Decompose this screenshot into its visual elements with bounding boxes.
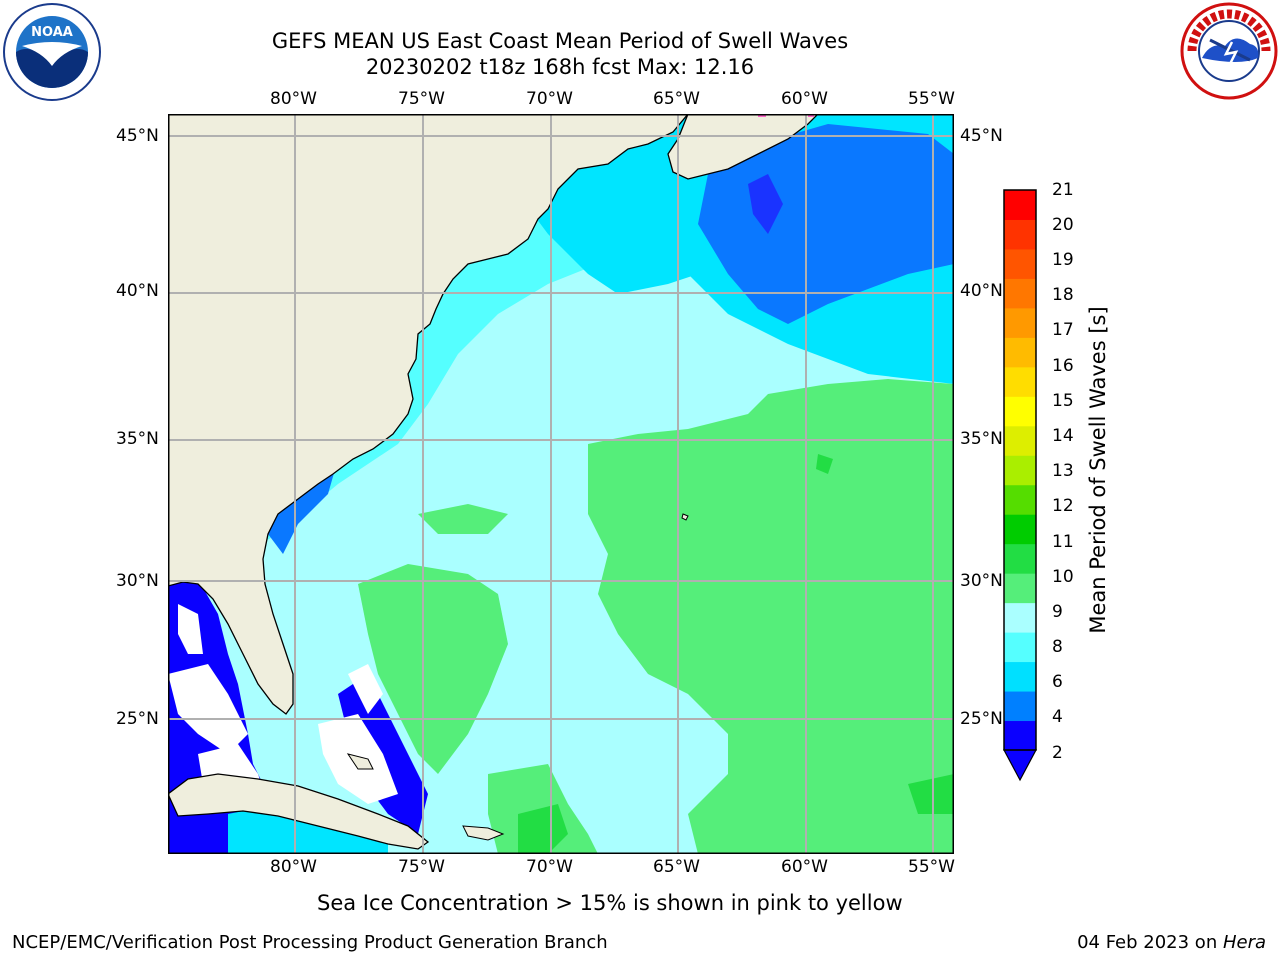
colorbar-box	[1004, 396, 1036, 427]
lon-label-bottom: 75°W	[398, 857, 445, 877]
colorbar-tick: 15	[1052, 391, 1074, 411]
noaa-logo: NOAA	[2, 2, 102, 102]
map-frame	[168, 114, 954, 854]
lon-label-top: 60°W	[781, 89, 828, 109]
lat-label-left: 25°N	[116, 709, 159, 729]
field-green-mid	[358, 564, 508, 774]
colorbar-box	[1004, 573, 1036, 604]
chart-subtitle: 20230202 t18z 168h fcst Max: 12.16	[365, 55, 755, 79]
nws-logo	[1180, 2, 1278, 100]
colorbar-tick: 13	[1052, 461, 1074, 481]
lat-label-right: 35°N	[960, 429, 1003, 449]
lat-label-left: 30°N	[116, 571, 159, 591]
colorbar-box	[1004, 307, 1036, 338]
colorbar	[1003, 189, 1037, 782]
field-blue-ne	[698, 124, 954, 324]
footer-machine: Hera	[1222, 932, 1266, 953]
lon-label-top: 65°W	[653, 89, 700, 109]
colorbar-box	[1004, 455, 1036, 486]
colorbar-box	[1004, 543, 1036, 574]
lon-label-top: 70°W	[526, 89, 573, 109]
lon-label-bottom: 70°W	[526, 857, 573, 877]
colorbar-tick: 18	[1052, 285, 1074, 305]
graticule	[168, 114, 954, 854]
colorbar-box	[1004, 337, 1036, 368]
colorbar-tick: 16	[1052, 356, 1074, 376]
field-cyan-cuba	[228, 804, 388, 854]
colorbar-title: Mean Period of Swell Waves [s]	[1086, 306, 1110, 634]
lon-label-top: 75°W	[398, 89, 445, 109]
lat-label-right: 40°N	[960, 281, 1003, 301]
colorbar-box	[1004, 602, 1036, 633]
colorbar-box	[1004, 720, 1036, 751]
footer-date: 04 Feb 2023 on Hera	[1077, 932, 1266, 953]
svg-text:NOAA: NOAA	[31, 25, 73, 40]
lon-label-bottom: 55°W	[908, 857, 955, 877]
footer-credit: NCEP/EMC/Verification Post Processing Pr…	[12, 932, 608, 953]
lon-label-top: 55°W	[908, 89, 955, 109]
lat-label-left: 35°N	[116, 429, 159, 449]
land-island	[462, 825, 505, 841]
field-nodata-gulf	[168, 664, 248, 754]
colorbar-box	[1004, 425, 1036, 456]
swell-period-map	[168, 114, 954, 854]
field-nodata-bahamas	[348, 664, 383, 714]
lat-label-left: 45°N	[116, 126, 159, 146]
colorbar-frame	[1003, 189, 1037, 751]
colorbar-tick: 9	[1052, 602, 1063, 622]
sea-ice-caption: Sea Ice Concentration > 15% is shown in …	[317, 891, 903, 915]
lon-label-bottom: 65°W	[653, 857, 700, 877]
colorbar-tick: 12	[1052, 496, 1074, 516]
colorbar-tick: 21	[1052, 180, 1074, 200]
colorbar-box	[1004, 661, 1036, 692]
lon-label-bottom: 60°W	[781, 857, 828, 877]
colorbar-box	[1004, 219, 1036, 250]
colorbar-tick: 11	[1052, 532, 1074, 552]
field-green-dark	[518, 804, 568, 854]
colorbar-tick: 8	[1052, 637, 1063, 657]
colorbar-tick: 14	[1052, 426, 1074, 446]
colorbar-box	[1004, 484, 1036, 515]
colorbar-box	[1004, 278, 1036, 309]
colorbar-box	[1004, 632, 1036, 663]
land-island	[681, 513, 689, 521]
lon-label-bottom: 80°W	[270, 857, 317, 877]
lat-label-right: 30°N	[960, 571, 1003, 591]
lat-label-right: 25°N	[960, 709, 1003, 729]
field-green-dark	[816, 454, 833, 474]
colorbar-box	[1004, 248, 1036, 279]
land-island	[346, 753, 374, 770]
colorbar-tick: 6	[1052, 672, 1063, 692]
colorbar-extend-triangle	[1003, 749, 1037, 782]
colorbar-box	[1004, 190, 1036, 220]
field-green-dark	[908, 774, 954, 814]
colorbar-tick: 20	[1052, 215, 1074, 235]
land-nova-scotia	[667, 114, 819, 180]
colorbar-box	[1004, 514, 1036, 545]
colorbar-box	[1004, 691, 1036, 722]
footer-date-text: 04 Feb 2023 on	[1077, 932, 1223, 953]
lon-label-top: 80°W	[270, 89, 317, 109]
field-green-strip	[418, 504, 508, 534]
colorbar-tick: 4	[1052, 707, 1063, 727]
colorbar-boxes	[1004, 190, 1036, 751]
colorbar-tick: 2	[1052, 743, 1063, 763]
field-green-east	[588, 379, 954, 854]
colorbar-tick: 17	[1052, 320, 1074, 340]
lat-label-left: 40°N	[116, 281, 159, 301]
chart-title: GEFS MEAN US East Coast Mean Period of S…	[271, 29, 849, 53]
colorbar-box	[1004, 366, 1036, 397]
colorbar-tick: 19	[1052, 250, 1074, 270]
colorbar-tick: 10	[1052, 567, 1074, 587]
field-deepblue-ne	[748, 174, 783, 234]
field-nodata-gulf	[178, 604, 203, 654]
lat-label-right: 45°N	[960, 126, 1003, 146]
